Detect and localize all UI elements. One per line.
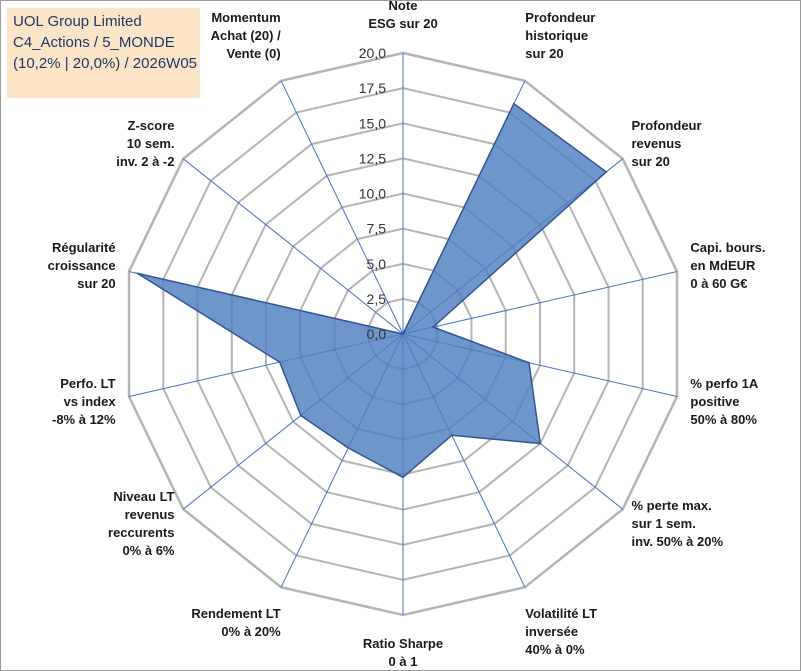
axis-label-line: 40% à 0% bbox=[525, 642, 585, 657]
axis-label-line: sur 20 bbox=[77, 276, 115, 291]
axis-label-line: vs index bbox=[64, 394, 117, 409]
company-name: UOL Group Limited bbox=[13, 13, 142, 30]
data-point bbox=[300, 414, 302, 417]
axis-label: Profondeur revenus sur 20 bbox=[632, 118, 702, 169]
axis-label-line: 50% à 80% bbox=[690, 412, 757, 427]
axis-label-line: revenus bbox=[125, 507, 175, 522]
axis-label-line: sur 20 bbox=[525, 46, 563, 61]
axis-spoke bbox=[280, 80, 404, 335]
axis-label: Profondeur historique sur 20 bbox=[525, 10, 595, 61]
axis-label-line: Rendement LT bbox=[191, 606, 280, 621]
axis-label-line: inv. 50% à 20% bbox=[632, 534, 724, 549]
data-point bbox=[432, 326, 434, 328]
axis-label-line: croissance bbox=[48, 258, 116, 273]
axis-label-line: reccurents bbox=[108, 525, 174, 540]
axis-label-line: Perfo. LT bbox=[60, 376, 115, 391]
axis-label-line: 10 sem. bbox=[127, 136, 175, 151]
axis-label-line: inversée bbox=[525, 624, 578, 639]
axis-label: Perfo. LT vs index -8% à 12% bbox=[52, 376, 116, 427]
axis-label-line: Achat (20) / bbox=[211, 28, 281, 43]
tick-label: 7,5 bbox=[367, 221, 387, 237]
axis-label: Niveau LT revenus reccurents 0% à 6% bbox=[108, 489, 175, 558]
axis-label: % perfo 1A positive 50% à 80% bbox=[690, 376, 759, 427]
axis-label-line: positive bbox=[690, 394, 739, 409]
axis-label-line: revenus bbox=[632, 136, 682, 151]
axis-label-line: Capi. bours. bbox=[690, 240, 765, 255]
tick-label: 12,5 bbox=[359, 150, 386, 166]
chart-title-box: UOL Group Limited C4_Actions / 5_MONDE (… bbox=[7, 8, 200, 98]
data-point bbox=[605, 171, 607, 173]
axis-label: Capi. bours. en MdEUR 0 à 60 G€ bbox=[690, 240, 765, 291]
axis-label-line: sur 1 sem. bbox=[632, 516, 696, 531]
data-point bbox=[513, 102, 515, 105]
axis-label: Volatilité LT inversée 40% à 0% bbox=[525, 606, 597, 657]
tick-label: 0,0 bbox=[367, 326, 387, 342]
axis-label-line: Niveau LT bbox=[113, 489, 174, 504]
data-point bbox=[278, 361, 281, 363]
axis-label-line: 0 à 1 bbox=[389, 654, 418, 669]
axis-label-line: 0% à 20% bbox=[221, 624, 281, 639]
data-point bbox=[528, 362, 530, 364]
tick-label: 17,5 bbox=[359, 80, 386, 96]
category-path: C4_Actions / 5_MONDE bbox=[13, 34, 175, 51]
axis-label-line: inv. 2 à -2 bbox=[116, 154, 174, 169]
tick-label: 20,0 bbox=[359, 45, 386, 61]
axis-label: Momentum Achat (20) / Vente (0) bbox=[211, 10, 281, 61]
score-period: (10,2% | 20,0%) / 2026W05 bbox=[13, 55, 197, 72]
axis-label-line: Régularité bbox=[52, 240, 116, 255]
axis-label-line: 0 à 60 G€ bbox=[690, 276, 747, 291]
data-point bbox=[402, 333, 404, 335]
data-point bbox=[136, 272, 139, 275]
radar-series bbox=[136, 102, 608, 479]
data-point bbox=[402, 476, 404, 479]
axis-label-line: % perte max. bbox=[632, 498, 712, 513]
axis-label-line: % perfo 1A bbox=[690, 376, 759, 391]
data-point bbox=[539, 442, 542, 445]
axis-label-line: Profondeur bbox=[632, 118, 702, 133]
axis-label-line: Vente (0) bbox=[227, 46, 281, 61]
axis-label: Note ESG sur 20 bbox=[368, 0, 437, 31]
tick-label: 10,0 bbox=[359, 186, 386, 202]
axis-label-line: en MdEUR bbox=[690, 258, 756, 273]
axis-label-line: 0% à 6% bbox=[122, 543, 174, 558]
data-point bbox=[451, 434, 453, 437]
tick-label: 15,0 bbox=[359, 115, 386, 131]
axis-label-line: Note bbox=[389, 0, 418, 13]
axis-label-line: Ratio Sharpe bbox=[363, 636, 443, 651]
axis-label-line: historique bbox=[525, 28, 588, 43]
axis-label-line: sur 20 bbox=[632, 154, 670, 169]
axis-label: Rendement LT 0% à 20% bbox=[191, 606, 281, 639]
axis-label-line: Profondeur bbox=[525, 10, 595, 25]
axis-label-line: Momentum bbox=[211, 10, 280, 25]
axis-label-line: Volatilité LT bbox=[525, 606, 597, 621]
tick-label: 2,5 bbox=[367, 291, 387, 307]
axis-spoke bbox=[402, 271, 678, 335]
axis-label-line: -8% à 12% bbox=[52, 412, 116, 427]
axis-label: Régularité croissance sur 20 bbox=[48, 240, 116, 291]
radar-axis-labels: Note ESG sur 20 Profondeur historique sur 20… bbox=[48, 0, 766, 669]
axis-label-line: ESG sur 20 bbox=[368, 16, 437, 31]
axis-spoke bbox=[182, 158, 404, 335]
axis-label: % perte max. sur 1 sem. inv. 50% à 20% bbox=[632, 498, 724, 549]
radar-tick-labels: 0,0 2,5 5,0 7,5 10,0 12,5 15,0 17,5 20,0 bbox=[359, 45, 386, 342]
data-point bbox=[347, 447, 349, 449]
axis-label: Z-score 10 sem. inv. 2 à -2 bbox=[116, 118, 174, 169]
axis-label: Ratio Sharpe 0 à 1 bbox=[363, 636, 443, 669]
tick-label: 5,0 bbox=[367, 256, 387, 272]
axis-label-line: Z-score bbox=[128, 118, 175, 133]
